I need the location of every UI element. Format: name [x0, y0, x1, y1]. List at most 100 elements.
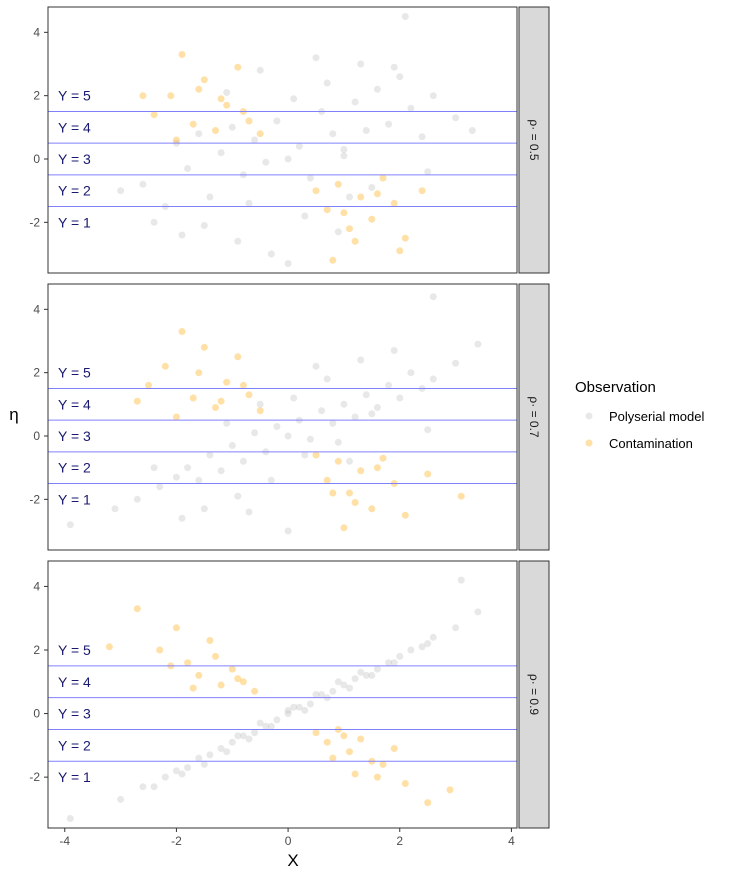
data-point — [150, 111, 158, 119]
data-point — [306, 700, 314, 708]
data-point — [206, 193, 214, 201]
data-point — [223, 419, 231, 427]
category-label: Y = 4 — [58, 396, 91, 412]
legend-key-contamination — [585, 439, 593, 447]
data-point — [340, 681, 348, 689]
data-point — [323, 206, 331, 214]
legend-label-contamination: Contamination — [609, 436, 693, 451]
data-point — [256, 407, 264, 415]
data-point — [474, 340, 482, 348]
data-point — [150, 464, 158, 472]
y-tick-label: 4 — [33, 25, 40, 39]
data-point — [200, 222, 208, 229]
data-point — [206, 451, 214, 459]
data-point — [117, 795, 125, 803]
data-point — [368, 671, 376, 679]
data-point — [178, 770, 186, 778]
data-point — [133, 605, 141, 613]
data-point — [334, 228, 342, 236]
data-point — [401, 234, 409, 242]
data-point — [245, 735, 253, 743]
data-point — [172, 413, 180, 421]
data-point — [217, 149, 225, 157]
data-point — [184, 659, 192, 667]
data-point — [334, 180, 342, 188]
category-label: Y = 1 — [58, 214, 91, 230]
category-label: Y = 3 — [58, 428, 91, 444]
data-point — [329, 256, 337, 264]
y-tick-label: -2 — [29, 492, 40, 506]
panel-2: Y = 5 Y = 4 Y = 3 Y = 2 Y = 1 -2 0 2 4 ρ· = 0.7 — [29, 283, 550, 551]
data-point — [284, 710, 292, 718]
data-point — [357, 467, 365, 475]
y-tick-label: 0 — [33, 429, 40, 443]
data-point — [267, 250, 275, 258]
data-point — [373, 773, 381, 781]
category-label: Y = 3 — [58, 706, 91, 722]
data-point — [407, 646, 415, 654]
x-tick-label: 0 — [285, 834, 292, 848]
data-point — [212, 127, 219, 134]
category-label: Y = 2 — [58, 737, 91, 753]
data-point — [457, 576, 465, 584]
category-label: Y = 3 — [58, 151, 91, 167]
data-point — [161, 773, 169, 781]
category-label: Y = 2 — [58, 183, 91, 199]
data-point — [401, 780, 409, 787]
data-point — [245, 508, 253, 516]
data-point — [401, 511, 409, 519]
data-point — [172, 473, 180, 481]
panel-background — [48, 284, 517, 550]
series-polyserial — [66, 293, 482, 535]
strip-label: ρ· = 0.5 — [527, 119, 541, 161]
strip-background — [518, 283, 550, 551]
data-point — [346, 457, 353, 465]
data-point — [379, 174, 387, 182]
legend-key-polyserial — [585, 412, 593, 420]
data-point — [474, 608, 482, 616]
category-label: Y = 4 — [58, 674, 91, 690]
data-point — [212, 404, 219, 411]
data-point — [251, 729, 259, 737]
data-point — [424, 426, 432, 434]
data-point — [323, 476, 331, 484]
y-tick-label: 0 — [33, 707, 40, 721]
data-point — [334, 678, 342, 686]
data-point — [234, 732, 242, 740]
data-point — [312, 451, 320, 459]
data-point — [105, 643, 113, 651]
data-point — [284, 706, 292, 714]
data-point — [290, 95, 298, 103]
data-point — [390, 659, 398, 667]
data-point — [239, 381, 247, 389]
x-tick-label: -2 — [171, 834, 182, 848]
data-point — [346, 225, 353, 233]
data-point — [390, 347, 398, 354]
y-tick-label: 2 — [33, 89, 40, 103]
data-point — [111, 505, 119, 513]
data-point — [429, 293, 437, 301]
legend-title: Observation — [575, 379, 656, 396]
data-point — [346, 193, 353, 201]
data-point — [267, 722, 275, 730]
data-point — [385, 659, 393, 667]
data-point — [200, 343, 208, 351]
data-point — [228, 442, 236, 449]
data-point — [351, 675, 359, 683]
data-point — [217, 95, 225, 103]
data-point — [396, 394, 404, 402]
data-point — [172, 624, 180, 632]
data-point — [223, 748, 231, 756]
data-point — [323, 79, 331, 87]
panel-border — [47, 283, 518, 551]
data-point — [379, 454, 387, 462]
data-point — [172, 136, 180, 144]
panel-background — [48, 561, 517, 828]
data-point — [139, 180, 147, 188]
data-point — [273, 716, 281, 724]
data-point — [446, 786, 454, 794]
x-tick-label: -4 — [59, 834, 70, 848]
data-point — [362, 127, 370, 134]
